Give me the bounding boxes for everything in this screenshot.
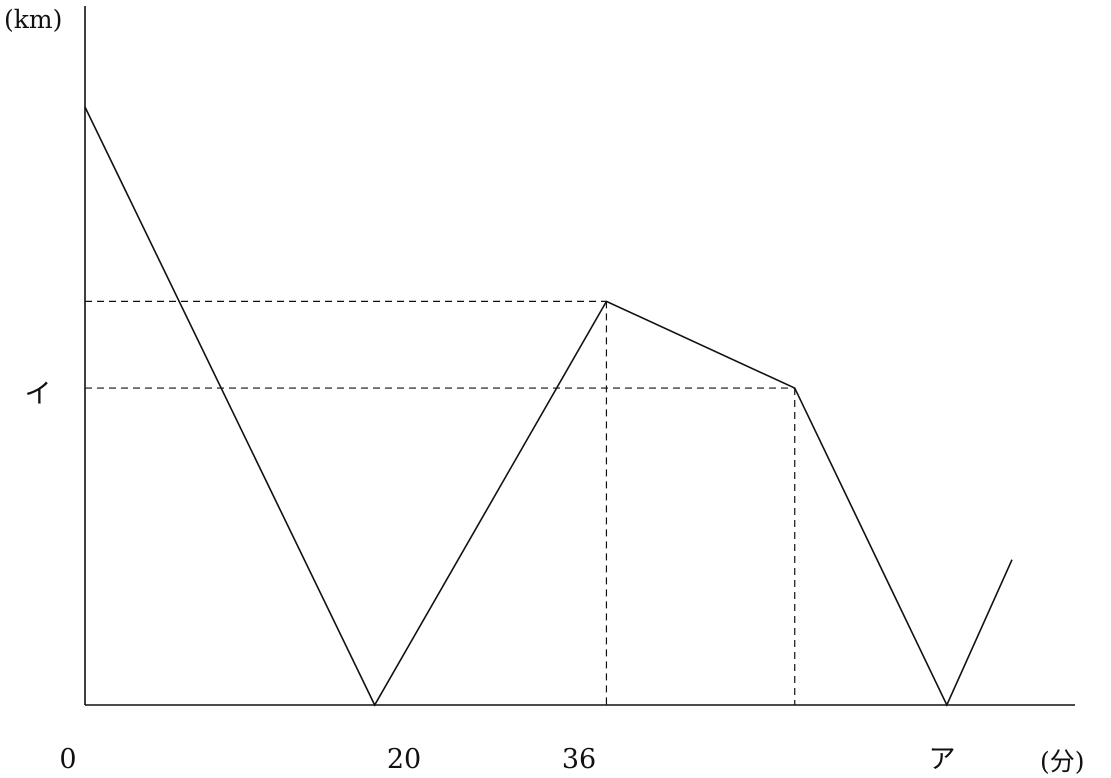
series-line	[84, 106, 1013, 707]
origin-label: 0	[59, 744, 76, 775]
distance-time-line	[84, 106, 1013, 707]
x-tick-label: 20	[387, 744, 421, 775]
x-axis-unit: (分)	[1040, 747, 1085, 776]
x-tick-label: 36	[562, 744, 596, 775]
y-axis-unit: (km)	[4, 5, 62, 34]
axes	[84, 6, 1075, 706]
reference-lines	[85, 300, 796, 705]
x-tick-label: ア	[929, 744, 956, 775]
y-tick-label: イ	[25, 379, 52, 410]
